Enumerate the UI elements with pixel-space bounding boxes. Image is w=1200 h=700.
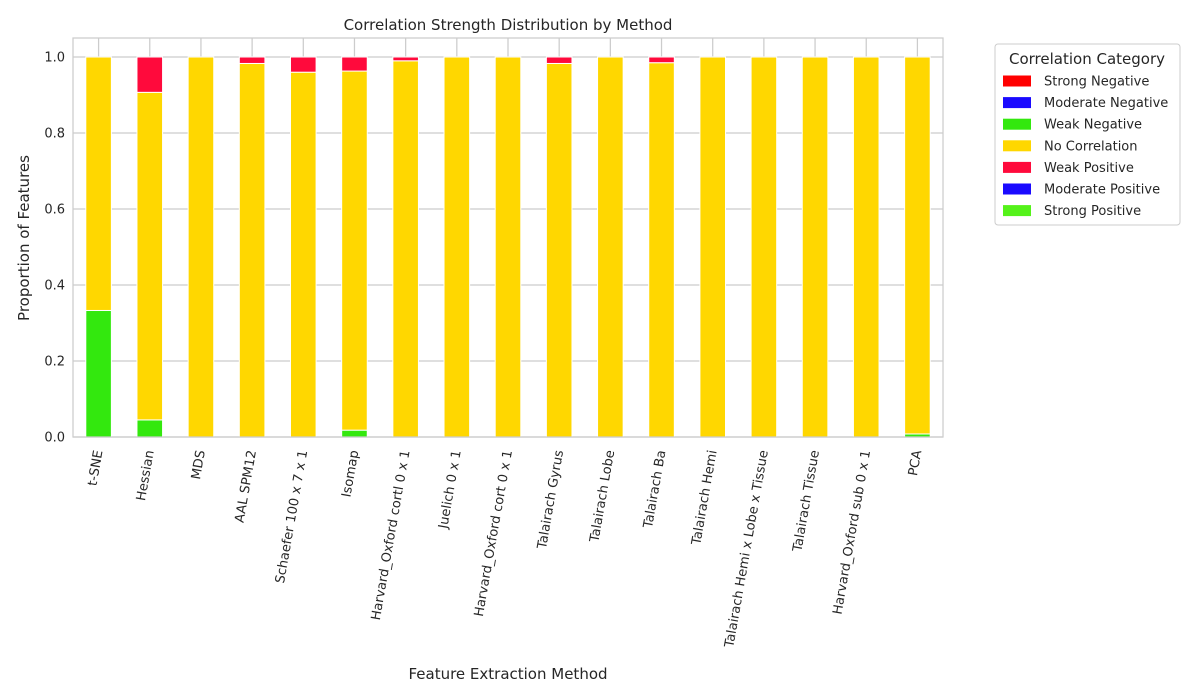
bar-segment <box>136 56 164 93</box>
bar-segment <box>392 56 419 62</box>
bar-segment <box>290 71 317 438</box>
bar-segment <box>238 62 266 438</box>
bar-segment <box>545 62 573 438</box>
bar-segment <box>648 56 675 64</box>
bar-segment <box>648 62 675 438</box>
y-tick-label: 1.0 <box>44 51 65 66</box>
bar-segment <box>852 56 880 438</box>
bar-segment <box>341 70 368 431</box>
legend-label: Moderate Negative <box>1044 96 1168 111</box>
bar-segment <box>699 56 726 438</box>
legend: Correlation Category Strong Negative Mode… <box>994 43 1181 226</box>
legend-swatch <box>1003 140 1031 152</box>
y-axis-ticks: 0.0 0.2 0.4 0.6 0.8 1.0 <box>44 51 65 446</box>
x-tick-label: PCA <box>906 449 925 477</box>
legend-swatch <box>1003 183 1031 195</box>
bar-segment <box>443 56 471 438</box>
bar-segment <box>187 56 215 438</box>
bar-segment <box>904 56 931 435</box>
legend-title: Correlation Category <box>1009 50 1165 68</box>
bar-segment <box>801 56 829 438</box>
bar-segment <box>238 56 266 64</box>
bar-segment <box>494 56 522 438</box>
y-tick-label: 0.2 <box>44 355 65 370</box>
y-tick-label: 0.6 <box>44 203 65 218</box>
legend-label: No Correlation <box>1044 139 1138 154</box>
bar-segment <box>136 91 164 421</box>
chart-title: Correlation Strength Distribution by Met… <box>344 16 673 34</box>
legend-label: Moderate Positive <box>1044 183 1160 198</box>
plot-frame <box>72 37 944 438</box>
legend-label: Strong Positive <box>1044 204 1141 219</box>
bars <box>85 56 931 438</box>
bar-segment <box>597 56 624 438</box>
legend-swatch <box>1003 97 1031 109</box>
y-axis-label: Proportion of Features <box>15 155 33 321</box>
legend-label: Weak Negative <box>1044 118 1142 133</box>
y-tick-label: 0.0 <box>44 431 65 446</box>
bar-segment <box>545 56 573 64</box>
bar-segment <box>85 56 112 311</box>
legend-items: Strong Negative Moderate Negative Weak Neg… <box>1003 75 1168 219</box>
y-tick-label: 0.8 <box>44 127 65 142</box>
bar-segment <box>341 56 368 72</box>
x-tick-label: t-SNE <box>86 449 107 487</box>
bar-segment <box>85 309 112 438</box>
legend-swatch <box>1003 205 1031 217</box>
legend-label: Weak Positive <box>1044 161 1134 176</box>
bar-segment <box>750 56 778 438</box>
legend-frame <box>994 43 1181 226</box>
x-tick-label: MDS <box>189 449 209 481</box>
bar-segment <box>290 56 317 73</box>
bar-segment <box>392 60 419 438</box>
bar-segment <box>136 419 164 438</box>
legend-label: Strong Negative <box>1044 75 1149 90</box>
x-axis-label: Feature Extraction Method <box>408 665 607 683</box>
legend-swatch <box>1003 161 1031 173</box>
bar-segment <box>341 429 368 438</box>
legend-swatch <box>1003 118 1031 130</box>
legend-swatch <box>1003 75 1031 87</box>
y-tick-label: 0.4 <box>44 279 65 294</box>
